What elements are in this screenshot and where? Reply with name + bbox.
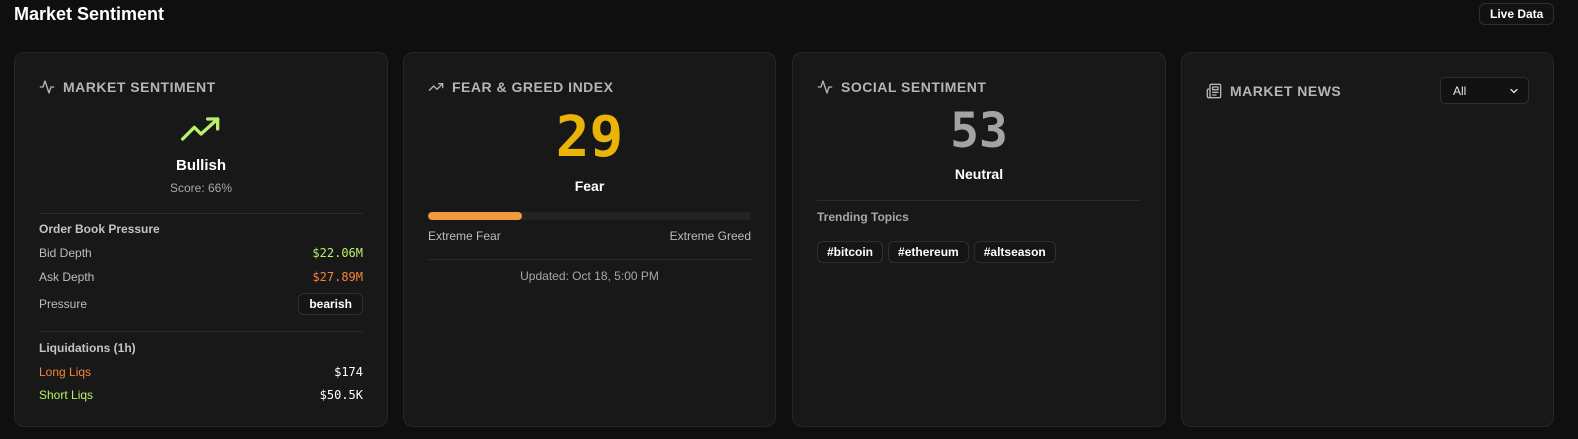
fear-greed-bar-fill bbox=[428, 212, 522, 220]
order-book-title: Order Book Pressure bbox=[39, 222, 160, 236]
pressure-label: Pressure bbox=[39, 297, 88, 311]
extreme-greed-label: Extreme Greed bbox=[669, 229, 751, 243]
sentiment-score: Score: 66% bbox=[169, 181, 233, 195]
divider bbox=[428, 259, 751, 260]
pressure-badge: bearish bbox=[298, 293, 363, 315]
trending-up-icon bbox=[181, 117, 220, 141]
trending-topics-title: Trending Topics bbox=[817, 210, 909, 224]
divider bbox=[39, 331, 363, 332]
bid-depth-label: Bid Depth bbox=[39, 246, 92, 260]
topic-tag[interactable]: #altseason bbox=[973, 241, 1056, 263]
live-data-badge: Live Data bbox=[1479, 3, 1555, 25]
social-sentiment-card: SOCIAL SENTIMENT 53 Neutral Trending Top… bbox=[792, 52, 1166, 427]
fear-greed-title: FEAR & GREED INDEX bbox=[452, 79, 614, 95]
activity-icon bbox=[39, 80, 55, 94]
fear-greed-card: FEAR & GREED INDEX 29 Fear Extreme Fear … bbox=[403, 52, 776, 427]
fear-greed-header: FEAR & GREED INDEX bbox=[428, 79, 613, 95]
ask-depth-value: $27.89M bbox=[312, 270, 363, 284]
newspaper-icon bbox=[1206, 83, 1222, 99]
short-liqs-value: $50.5K bbox=[319, 388, 363, 402]
market-news-card: MARKET NEWS All bbox=[1181, 52, 1554, 427]
social-sentiment-value: 53 bbox=[950, 103, 1008, 159]
short-liqs-label: Short Liqs bbox=[39, 388, 94, 402]
trending-topics-list: #bitcoin #ethereum #altseason bbox=[817, 241, 1056, 263]
news-filter-value: All bbox=[1453, 83, 1467, 98]
sentiment-label: Bullish bbox=[175, 157, 226, 174]
market-sentiment-header: MARKET SENTIMENT bbox=[39, 79, 216, 95]
long-liqs-value: $174 bbox=[334, 365, 363, 379]
activity-icon bbox=[817, 80, 833, 94]
market-news-header: MARKET NEWS bbox=[1206, 83, 1341, 99]
chevron-down-icon bbox=[1510, 88, 1518, 93]
fear-greed-value: 29 bbox=[555, 105, 624, 170]
bid-depth-value: $22.06M bbox=[312, 246, 363, 260]
market-sentiment-card: MARKET SENTIMENT Bullish Score: 66% Orde… bbox=[14, 52, 388, 427]
page-title: Market Sentiment bbox=[14, 4, 165, 24]
fear-greed-label: Fear bbox=[574, 178, 605, 194]
divider bbox=[817, 200, 1141, 201]
fear-greed-bar bbox=[428, 212, 751, 220]
ask-depth-label: Ask Depth bbox=[39, 270, 95, 284]
long-liqs-label: Long Liqs bbox=[39, 365, 92, 379]
market-sentiment-title: MARKET SENTIMENT bbox=[63, 79, 216, 95]
topic-tag[interactable]: #ethereum bbox=[888, 241, 969, 263]
topic-tag[interactable]: #bitcoin bbox=[817, 241, 884, 263]
news-filter-select[interactable]: All bbox=[1440, 77, 1529, 104]
social-sentiment-title: SOCIAL SENTIMENT bbox=[841, 79, 987, 95]
liquidations-title: Liquidations (1h) bbox=[39, 341, 136, 355]
extreme-fear-label: Extreme Fear bbox=[428, 229, 501, 243]
divider bbox=[39, 213, 363, 214]
market-news-title: MARKET NEWS bbox=[1230, 83, 1342, 99]
social-sentiment-header: SOCIAL SENTIMENT bbox=[817, 79, 986, 95]
updated-timestamp: Updated: Oct 18, 5:00 PM bbox=[520, 269, 659, 283]
trending-up-icon bbox=[428, 83, 444, 91]
social-sentiment-label: Neutral bbox=[954, 166, 1004, 182]
